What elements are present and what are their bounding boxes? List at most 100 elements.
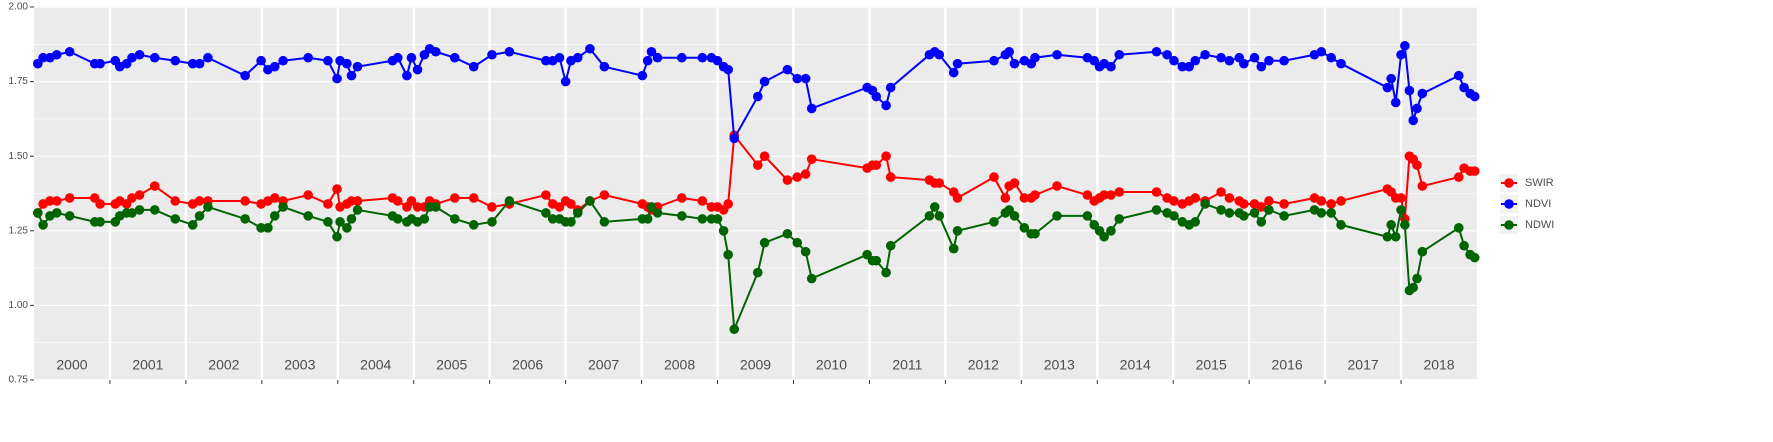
data-point	[1264, 196, 1274, 206]
data-point	[203, 52, 213, 63]
data-point	[934, 49, 945, 60]
data-point	[38, 52, 48, 63]
data-point	[1390, 97, 1401, 108]
data-point	[1184, 61, 1194, 72]
data-point	[759, 76, 770, 87]
data-point	[677, 211, 687, 221]
data-point	[278, 55, 288, 66]
data-point	[187, 220, 198, 230]
data-point	[194, 211, 205, 221]
year-label: 2003	[284, 357, 315, 373]
data-point	[1177, 61, 1188, 72]
data-point	[203, 202, 213, 212]
data-point	[392, 196, 403, 206]
data-point	[468, 193, 479, 203]
data-point	[885, 82, 896, 93]
data-point	[1386, 73, 1396, 84]
data-point	[881, 151, 891, 161]
y-tick-label: 1.50	[9, 151, 29, 162]
year-label: 2013	[1044, 357, 1075, 373]
data-point	[952, 226, 963, 236]
data-point	[1216, 52, 1226, 63]
data-point	[729, 133, 740, 144]
data-point	[170, 214, 181, 224]
data-point	[952, 58, 963, 69]
legend-label: NDWI	[1525, 219, 1554, 231]
year-label: 2010	[816, 357, 847, 373]
data-point	[269, 193, 280, 203]
data-point	[1382, 231, 1393, 242]
data-point	[1224, 55, 1235, 66]
data-point	[269, 61, 280, 72]
data-point	[170, 196, 181, 206]
data-point	[303, 52, 313, 63]
data-point	[800, 73, 811, 84]
data-point	[1019, 193, 1030, 203]
data-point	[269, 211, 280, 221]
data-point	[1400, 40, 1410, 51]
data-point	[51, 49, 62, 60]
data-point	[1326, 208, 1336, 218]
data-point	[1099, 231, 1109, 242]
data-point	[1239, 58, 1249, 69]
data-point	[412, 64, 423, 75]
data-point	[1279, 199, 1289, 209]
data-point	[1453, 223, 1464, 233]
data-point	[646, 202, 657, 212]
data-point	[729, 324, 740, 335]
data-point	[718, 226, 729, 236]
year-label: 2018	[1423, 357, 1454, 373]
year-label: 2009	[740, 357, 771, 373]
data-point	[792, 172, 803, 182]
data-point	[1316, 208, 1327, 218]
data-point	[1400, 220, 1410, 230]
data-point	[95, 199, 105, 209]
data-point	[585, 196, 595, 206]
data-point	[759, 237, 770, 248]
data-point	[989, 217, 999, 227]
data-point	[792, 237, 803, 248]
data-point	[554, 52, 565, 63]
data-point	[1000, 193, 1011, 203]
year-label: 2006	[512, 357, 543, 373]
data-point	[599, 217, 610, 227]
data-point	[1408, 115, 1419, 126]
data-point	[541, 208, 551, 218]
data-point	[1469, 166, 1480, 176]
data-point	[752, 267, 763, 278]
data-point	[1004, 46, 1014, 57]
data-point	[952, 193, 963, 203]
data-point	[332, 73, 342, 84]
data-point	[38, 220, 48, 230]
data-point	[585, 43, 595, 54]
data-point	[1412, 103, 1422, 114]
y-tick-label: 1.75	[9, 76, 29, 87]
year-label: 2014	[1120, 357, 1151, 373]
data-point	[1256, 202, 1267, 212]
data-point	[1169, 196, 1179, 206]
data-point	[134, 190, 145, 200]
data-point	[572, 208, 583, 218]
data-point	[504, 196, 515, 206]
data-point	[1453, 172, 1464, 182]
data-point	[652, 52, 663, 63]
data-point	[487, 202, 497, 212]
data-point	[642, 55, 653, 66]
data-point	[406, 52, 417, 63]
year-label: 2015	[1196, 357, 1227, 373]
year-label: 2001	[132, 357, 163, 373]
data-point	[881, 267, 891, 278]
data-point	[541, 190, 551, 200]
data-point	[392, 52, 403, 63]
data-point	[45, 196, 55, 206]
legend-marker	[1504, 199, 1514, 209]
year-label: 2016	[1272, 357, 1303, 373]
data-point	[278, 202, 288, 212]
data-point	[346, 70, 357, 81]
data-point	[392, 214, 403, 224]
year-label: 2000	[56, 357, 87, 373]
data-point	[430, 46, 441, 57]
data-point	[419, 214, 430, 224]
data-point	[1009, 211, 1020, 221]
data-point	[256, 55, 266, 66]
